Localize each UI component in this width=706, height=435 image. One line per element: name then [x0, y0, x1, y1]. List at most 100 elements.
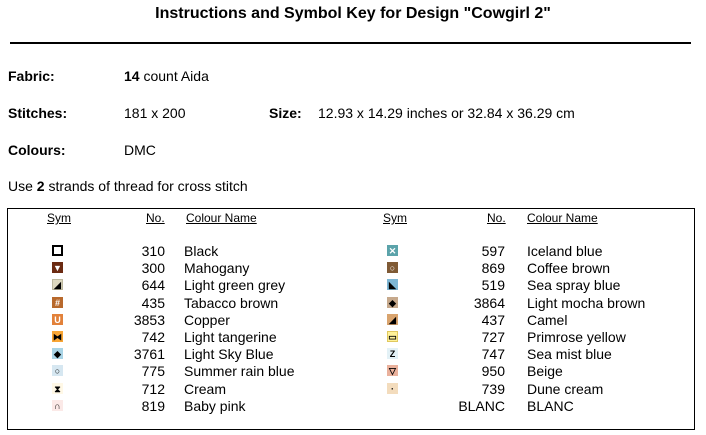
- key-row: ◢ 437 Camel: [0, 312, 706, 329]
- thread-number: 597: [481, 243, 505, 259]
- thread-number: 727: [481, 329, 505, 345]
- thread-number: 300: [141, 260, 165, 277]
- colours-value: DMC: [124, 142, 156, 158]
- key-row: · 739 Dune cream: [0, 381, 706, 398]
- thread-colour-name: Iceland blue: [527, 243, 603, 259]
- thread-symbol-icon: Z: [387, 348, 398, 360]
- thread-number: 437: [481, 311, 505, 328]
- thread-number: 742: [141, 329, 165, 345]
- page-title: Instructions and Symbol Key for Design "…: [155, 5, 551, 22]
- thread-colour-name: Mahogany: [184, 260, 250, 277]
- thread-number: 3761: [133, 346, 165, 363]
- thread-number: 869: [481, 260, 505, 277]
- thread-number: 3864: [473, 294, 505, 311]
- key-row: ◆ 3761 Light Sky Blue: [0, 346, 706, 363]
- key-row: 310 Black: [0, 243, 706, 260]
- thread-symbol-icon: ▼: [52, 262, 63, 274]
- thread-colour-name: Light tangerine: [184, 329, 277, 345]
- key-row: U 3853 Copper: [0, 312, 706, 329]
- thread-symbol-icon: ◢: [52, 279, 63, 291]
- thread-number: BLANC: [458, 397, 505, 414]
- thread-colour-name: Sea spray blue: [527, 277, 621, 294]
- size-label: Size:: [269, 105, 302, 121]
- thread-colour-name: Light mocha brown: [527, 294, 646, 311]
- thread-number: 950: [481, 363, 505, 380]
- thread-symbol-icon: ✕: [387, 245, 398, 256]
- fabric-value: 14 count Aida: [124, 68, 209, 84]
- stitches-label: Stitches:: [8, 105, 68, 121]
- thread-symbol-icon: U: [52, 313, 63, 325]
- thread-symbol-icon: ◆: [52, 348, 63, 360]
- left-no-header: No.: [146, 211, 165, 225]
- left-name-header: Colour Name: [186, 211, 257, 225]
- key-row: ○ 775 Summer rain blue: [0, 363, 706, 380]
- right-name-header: Colour Name: [527, 211, 598, 225]
- key-row: ◆ 3864 Light mocha brown: [0, 295, 706, 312]
- key-row: ○ 869 Coffee brown: [0, 260, 706, 277]
- stitches-value: 181 x 200: [124, 105, 186, 121]
- thread-symbol-icon: ∩: [52, 399, 63, 411]
- thread-symbol-icon: ◣: [387, 279, 398, 291]
- strands-instruction: Use 2 strands of thread for cross stitch: [8, 178, 248, 194]
- thread-number: 775: [141, 363, 165, 380]
- key-row: Z 747 Sea mist blue: [0, 346, 706, 363]
- thread-colour-name: Camel: [527, 311, 568, 328]
- colours-label: Colours:: [8, 142, 66, 158]
- thread-number: 819: [141, 397, 165, 414]
- strands-count: 2: [36, 178, 45, 194]
- fabric-count: 14: [124, 68, 140, 84]
- thread-symbol-icon: ○: [387, 262, 398, 274]
- thread-number: 644: [141, 277, 165, 294]
- key-row: ▽ 950 Beige: [0, 363, 706, 380]
- thread-symbol-icon: ◆: [387, 296, 398, 308]
- fabric-type: count Aida: [139, 68, 209, 84]
- thread-symbol-icon: ◢: [387, 313, 398, 325]
- right-sym-header: Sym: [383, 211, 407, 225]
- thread-colour-name: Baby pink: [184, 397, 246, 414]
- thread-colour-name: Light Sky Blue: [184, 346, 274, 363]
- symbol-key-table: [7, 208, 695, 430]
- thread-colour-name: Sea mist blue: [527, 346, 612, 363]
- key-row: ◢ 644 Light green grey: [0, 277, 706, 294]
- thread-symbol-icon: ⧗: [52, 382, 63, 394]
- thread-colour-name: Cream: [184, 380, 227, 397]
- thread-colour-name: Summer rain blue: [184, 363, 295, 380]
- thread-symbol-icon: [52, 245, 63, 256]
- fabric-label: Fabric:: [8, 68, 55, 84]
- thread-colour-name: Tabacco brown: [184, 294, 279, 311]
- thread-colour-name: Black: [184, 243, 219, 259]
- thread-colour-name: Coffee brown: [527, 260, 611, 277]
- key-row: ◣ 519 Sea spray blue: [0, 277, 706, 294]
- thread-number: 747: [481, 346, 505, 363]
- thread-symbol-icon: ▭: [387, 331, 398, 342]
- thread-number: 310: [141, 243, 165, 259]
- thread-number: 3853: [133, 311, 165, 328]
- strands-pre: Use: [8, 178, 37, 194]
- thread-number: 739: [481, 380, 505, 397]
- thread-colour-name: Light green grey: [184, 277, 286, 294]
- thread-symbol-icon: ⧓: [52, 331, 63, 342]
- key-row: ⧓ 742 Light tangerine: [0, 329, 706, 346]
- thread-symbol-icon: ○: [52, 365, 63, 377]
- thread-number: 712: [141, 380, 165, 397]
- thread-colour-name: BLANC: [527, 397, 574, 414]
- left-sym-header: Sym: [47, 211, 71, 225]
- title-divider: [10, 42, 691, 44]
- thread-colour-name: Beige: [527, 363, 563, 380]
- thread-symbol-icon: ·: [387, 382, 398, 394]
- key-row: ▼ 300 Mahogany: [0, 260, 706, 277]
- thread-symbol-icon: [387, 399, 398, 411]
- thread-symbol-icon: #: [52, 296, 63, 308]
- size-value: 12.93 x 14.29 inches or 32.84 x 36.29 cm: [318, 105, 575, 121]
- key-row: ∩ 819 Baby pink: [0, 398, 706, 415]
- key-row: #435 Tabacco brown: [0, 295, 706, 312]
- thread-number: 435: [141, 294, 165, 311]
- key-row: ⧗ 712 Cream: [0, 381, 706, 398]
- thread-colour-name: Dune cream: [527, 380, 604, 397]
- right-no-header: No.: [487, 211, 506, 225]
- thread-number: 519: [481, 277, 505, 294]
- thread-symbol-icon: ▽: [387, 365, 398, 377]
- thread-colour-name: Copper: [184, 311, 230, 328]
- key-row: ✕ 597 Iceland blue: [0, 243, 706, 260]
- thread-colour-name: Primrose yellow: [527, 329, 626, 345]
